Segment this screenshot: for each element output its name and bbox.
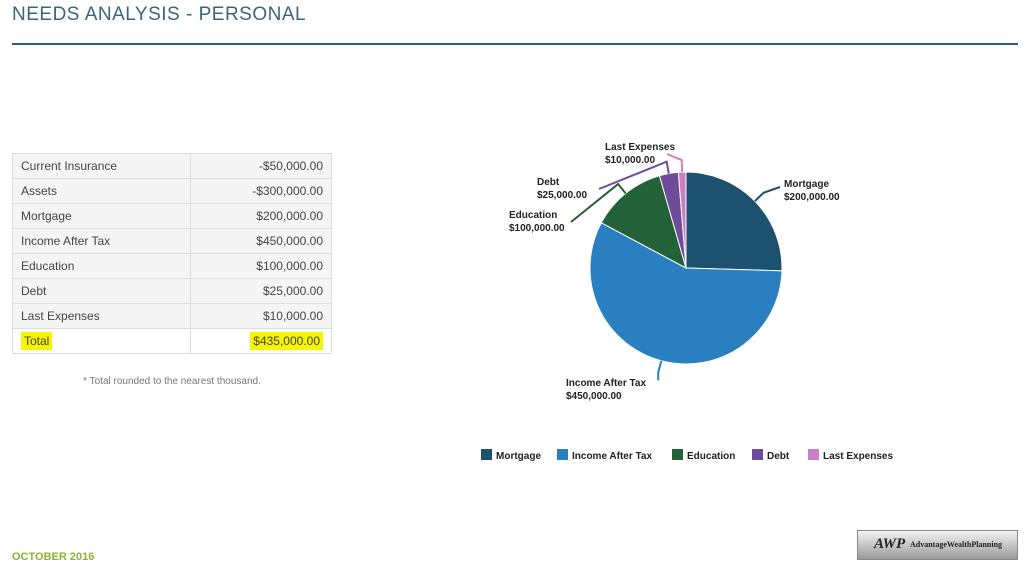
legend-label: Education [687,451,735,462]
data-label-value: $100,000.00 [509,223,565,234]
leader-line [570,182,627,223]
label: Mortgage [21,209,72,223]
amount: $435,000.00 [250,332,323,350]
amount-cell: $100,000.00 [189,253,333,279]
table-row: Debt $25,000.00 [12,278,333,304]
leader-line [598,160,670,190]
label-cell: Mortgage [12,203,191,229]
footnote: * Total rounded to the nearest thousand. [83,376,261,387]
leader-line [666,153,684,173]
amount: $450,000.00 [256,234,323,248]
amount-cell: $10,000.00 [189,303,333,329]
data-label-name: Mortgage [784,179,829,190]
table-row: Education $100,000.00 [12,253,333,279]
amount: $10,000.00 [262,309,323,323]
logo-mark: AWP [874,536,906,552]
data-label-value: $10,000.00 [605,155,655,166]
label-cell: Assets [12,178,191,204]
label: Last Expenses [21,309,100,323]
label-cell: Last Expenses [12,303,191,329]
legend-label: Mortgage [496,451,541,462]
label-cell: Current Insurance [12,153,191,179]
data-label-name: Education [509,210,557,221]
table-row: Current Insurance -$50,000.00 [12,153,333,179]
label: Income After Tax [21,234,111,248]
report-date: OCTOBER 2016 [12,551,95,563]
legend-label: Debt [767,451,790,462]
amount: $200,000.00 [256,209,323,223]
amount-cell: $435,000.00 [189,328,333,354]
divider [12,43,1018,45]
data-label-name: Income After Tax [566,378,646,389]
legend-swatch [557,449,568,460]
needs-table: Current Insurance -$50,000.00 Assets -$300,… [12,153,333,354]
legend-label: Income After Tax [572,451,652,462]
label: Total [21,332,53,350]
label: Assets [21,184,58,198]
label-cell: Total [12,328,191,354]
data-label-value: $450,000.00 [566,391,622,402]
leader-line [754,186,781,202]
amount-cell: -$50,000.00 [189,153,333,179]
amount: $100,000.00 [256,259,323,273]
label-cell: Debt [12,278,191,304]
amount-cell: $25,000.00 [189,278,333,304]
leader-line [657,360,663,381]
table-row: Last Expenses $10,000.00 [12,303,333,329]
page-title: NEEDS ANALYSIS - PERSONAL [12,4,307,25]
label: Debt [21,284,47,298]
legend-swatch [808,449,819,460]
legend-swatch [752,449,763,460]
amount-cell: $450,000.00 [189,228,333,254]
data-label-value: $200,000.00 [784,192,840,203]
pie-slice [685,171,783,272]
data-label-value: $25,000.00 [537,190,587,201]
data-label-name: Debt [537,177,560,188]
label: Current Insurance [21,159,118,173]
logo: AWP AdvantageWealthPlanning [857,530,1018,560]
legend-swatch [672,449,683,460]
data-label-name: Last Expenses [605,142,675,153]
amount: -$50,000.00 [258,159,323,173]
table-row: Income After Tax $450,000.00 [12,228,333,254]
table-row: Total $435,000.00 [12,328,333,354]
amount-cell: -$300,000.00 [189,178,333,204]
amount-cell: $200,000.00 [189,203,333,229]
amount: -$300,000.00 [252,184,323,198]
logo-text: AdvantageWealthPlanning [910,540,1003,549]
label-cell: Income After Tax [12,228,191,254]
table-row: Mortgage $200,000.00 [12,203,333,229]
label: Education [21,259,75,273]
amount: $25,000.00 [262,284,323,298]
legend-label: Last Expenses [823,451,893,462]
legend-swatch [481,449,492,460]
table-row: Assets -$300,000.00 [12,178,333,204]
pie-slice [589,222,783,365]
